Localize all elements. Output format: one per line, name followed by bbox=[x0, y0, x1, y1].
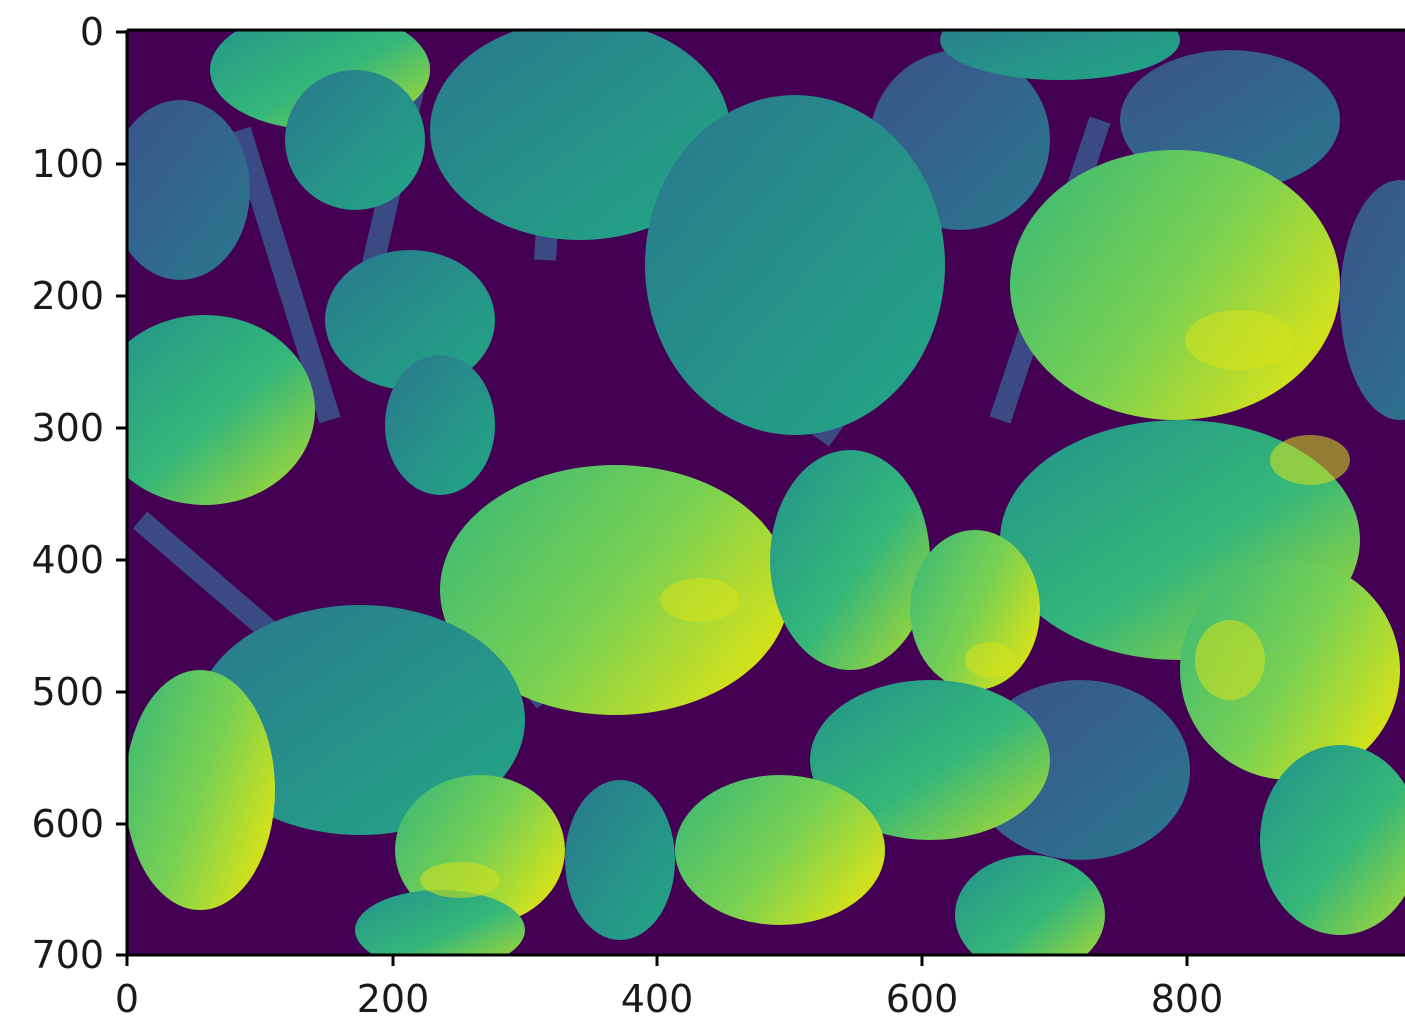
leaf-image bbox=[127, 30, 1405, 955]
x-tick-label: 0 bbox=[115, 977, 139, 1021]
y-tick-label: 0 bbox=[80, 10, 104, 54]
y-tick-label: 500 bbox=[31, 670, 104, 714]
highlights bbox=[420, 310, 1350, 898]
y-axis: 0 100 200 300 400 500 600 700 bbox=[31, 10, 127, 977]
x-tick-label: 800 bbox=[1151, 977, 1224, 1021]
y-tick-label: 100 bbox=[31, 142, 104, 186]
x-axis: 0 200 400 600 800 bbox=[115, 955, 1223, 1021]
x-tick-label: 400 bbox=[621, 977, 694, 1021]
y-tick-label: 300 bbox=[31, 406, 104, 450]
y-tick-label: 200 bbox=[31, 274, 104, 318]
axes-frame bbox=[125, 28, 1405, 957]
y-tick-label: 700 bbox=[31, 933, 104, 977]
y-tick-label: 400 bbox=[31, 538, 104, 582]
bright-leaves bbox=[127, 30, 1405, 955]
x-tick-label: 600 bbox=[886, 977, 959, 1021]
y-tick-label: 600 bbox=[31, 802, 104, 846]
x-tick-label: 200 bbox=[357, 977, 430, 1021]
